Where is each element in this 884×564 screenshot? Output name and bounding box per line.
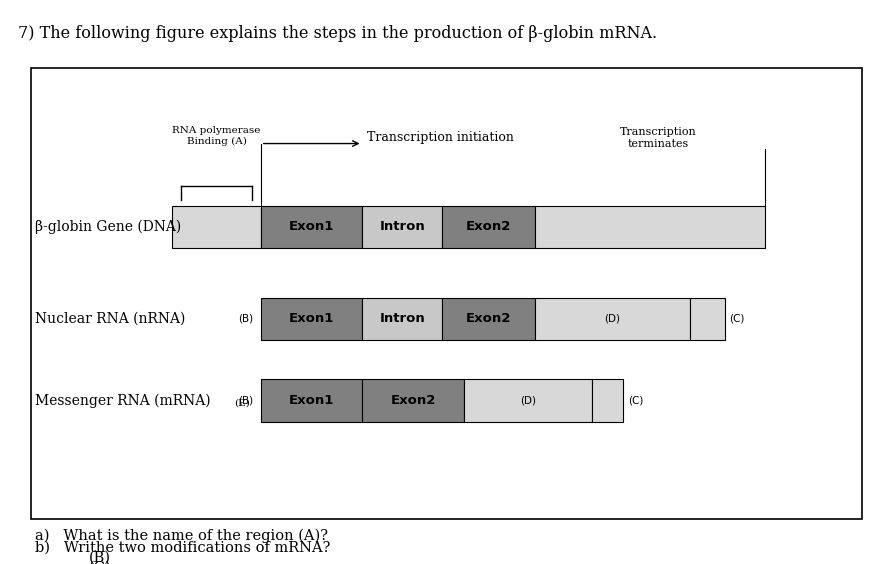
Bar [535,206,765,248]
Text: Exon1: Exon1 [289,220,334,233]
Text: (C): (C) [729,314,744,324]
Text: Exon2: Exon2 [466,220,511,233]
Text: β-globin Gene (DNA): β-globin Gene (DNA) [35,219,181,234]
Text: Exon2: Exon2 [466,312,511,325]
Text: (C): (C) [628,395,643,406]
Text: 7) The following figure explains the steps in the production of β-globin mRNA.: 7) The following figure explains the ste… [18,25,657,42]
Bar [362,379,464,422]
Text: b)   Writhe two modifications of mRNA?: b) Writhe two modifications of mRNA? [35,540,331,554]
Text: (D): (D) [520,395,537,406]
Bar [442,298,535,340]
Text: Transcription initiation: Transcription initiation [367,130,514,144]
Text: (B)_______________________: (B)_______________________ [88,550,280,564]
Bar [442,206,535,248]
Text: (C)________________________: (C)________________________ [88,561,288,564]
Text: Transcription
terminates: Transcription terminates [621,127,697,149]
Text: (E): (E) [234,399,250,408]
Text: Exon1: Exon1 [289,312,334,325]
Bar [261,298,362,340]
Bar [592,379,623,422]
Bar [690,298,725,340]
Text: Messenger RNA (mRNA): Messenger RNA (mRNA) [35,393,211,408]
Text: (D): (D) [604,314,621,324]
Text: a)   What is the name of the region (A)?: a) What is the name of the region (A)? [35,529,328,544]
Text: (B): (B) [239,395,254,406]
Bar [261,206,362,248]
Text: Intron: Intron [379,220,425,233]
Bar [172,206,261,248]
Text: Intron: Intron [379,312,425,325]
Text: (B): (B) [239,314,254,324]
Bar [464,379,592,422]
Bar [535,298,690,340]
Text: RNA polymerase
Binding (A): RNA polymerase Binding (A) [172,126,261,147]
Bar [31,68,862,519]
Text: Exon1: Exon1 [289,394,334,407]
Bar [261,379,362,422]
Bar [362,206,442,248]
Bar [362,298,442,340]
Text: Exon2: Exon2 [391,394,436,407]
Text: Nuclear RNA (nRNA): Nuclear RNA (nRNA) [35,312,186,325]
